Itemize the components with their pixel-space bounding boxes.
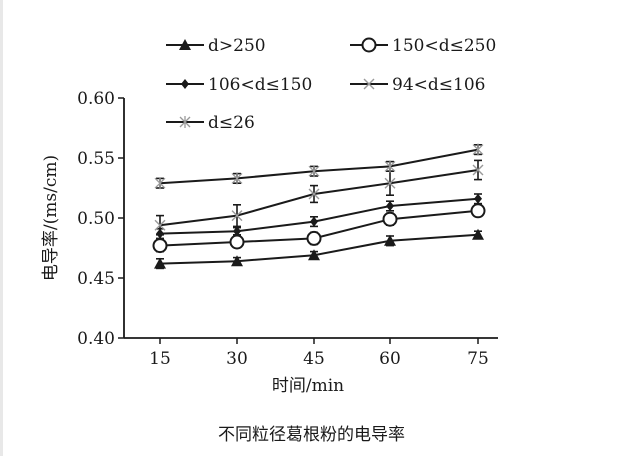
triangle-marker — [384, 234, 396, 246]
x-marker — [384, 177, 396, 189]
triangle-marker — [472, 228, 484, 240]
series-line — [159, 169, 479, 227]
x-marker-stroke — [231, 210, 243, 222]
x-marker-stroke — [384, 177, 396, 189]
circle-marker — [361, 37, 377, 53]
x-marker-stroke — [154, 219, 166, 231]
legend-label: 106<d≤150 — [208, 75, 312, 95]
legend-item: 150<d≤250 — [350, 36, 496, 56]
diamond-marker — [181, 79, 189, 89]
circle-marker — [229, 234, 245, 250]
x-marker — [231, 210, 243, 222]
triangle-marker — [231, 255, 243, 267]
x-marker — [308, 188, 320, 200]
x-marker-stroke — [363, 78, 375, 90]
circle-marker — [470, 203, 486, 219]
triangle-marker — [154, 257, 166, 269]
x-tick-label: 60 — [379, 349, 401, 369]
circle-marker — [152, 238, 168, 254]
data-series — [156, 193, 482, 240]
x-marker — [472, 164, 484, 176]
chart-axes: 0.40 0.45 0.50 0.55 0.60 15 30 45 60 75 — [77, 89, 498, 369]
diamond-marker — [233, 226, 241, 237]
triangle-marker — [179, 39, 191, 50]
legend-item: d>250 — [166, 36, 266, 56]
diamond-marker — [474, 193, 482, 204]
chart-legend: d>250 150<d≤250 106<d≤150 94<d≤106 d≤26 — [166, 36, 496, 133]
y-tick-label: 0.55 — [77, 149, 115, 169]
x-tick-label: 15 — [149, 349, 171, 369]
x-marker — [363, 78, 375, 90]
data-series — [152, 203, 486, 254]
data-series — [154, 159, 484, 236]
x-marker — [154, 219, 166, 231]
x-marker-stroke — [472, 164, 484, 176]
star-marker — [154, 177, 166, 190]
circle-marker — [306, 230, 322, 246]
legend-label: d≤26 — [208, 113, 255, 133]
legend-label: d>250 — [208, 36, 266, 56]
circle-marker — [382, 211, 398, 227]
x-marker-stroke — [308, 188, 320, 200]
star-marker — [472, 143, 484, 156]
y-tick-label: 0.45 — [77, 269, 115, 289]
legend-label: 94<d≤106 — [392, 75, 485, 95]
data-series — [154, 143, 484, 190]
x-axis-label: 时间/min — [272, 376, 344, 396]
x-tick-label: 45 — [303, 349, 325, 369]
triangle-marker — [308, 249, 320, 261]
star-marker — [308, 165, 320, 178]
left-edge-strip — [0, 0, 3, 456]
data-series — [154, 228, 484, 270]
y-axis-label: 电导率/(ms/cm) — [41, 155, 61, 281]
y-tick-label: 0.50 — [77, 209, 115, 229]
star-marker — [231, 172, 243, 185]
legend-item: d≤26 — [166, 113, 255, 133]
star-marker — [384, 160, 396, 173]
chart-series — [152, 143, 486, 270]
y-tick-label: 0.60 — [77, 89, 115, 109]
legend-item: 106<d≤150 — [166, 75, 312, 95]
y-tick-label: 0.40 — [77, 329, 115, 349]
legend-label: 150<d≤250 — [392, 36, 496, 56]
diamond-marker — [310, 216, 318, 227]
diamond-marker — [386, 201, 394, 211]
x-tick-label: 30 — [226, 349, 248, 369]
star-marker — [179, 116, 191, 128]
x-tick-label: 75 — [467, 349, 489, 369]
legend-item: 94<d≤106 — [350, 75, 485, 95]
figure-caption: 不同粒径葛根粉的电导率 — [218, 425, 405, 445]
